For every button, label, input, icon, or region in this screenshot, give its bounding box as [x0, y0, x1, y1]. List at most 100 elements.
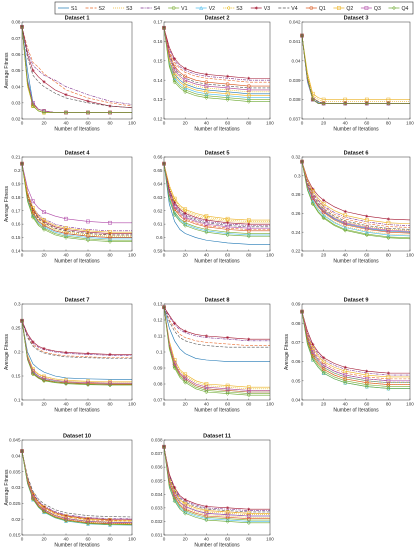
- y-tick-label: 0.18: [12, 195, 21, 200]
- x-tick-label: 0: [163, 537, 166, 542]
- x-tick-label: 0: [163, 402, 166, 407]
- x-tick-label: 60: [364, 253, 370, 258]
- data-point: [246, 516, 251, 521]
- series: [300, 309, 410, 379]
- legend-marker: [199, 5, 204, 10]
- series: [163, 163, 270, 224]
- data-point: [246, 229, 251, 233]
- series-line: [163, 163, 270, 224]
- plot-area: [164, 22, 270, 119]
- y-axis-label: Average Fitness: [284, 333, 290, 370]
- x-tick-label: 100: [128, 121, 136, 126]
- series-line: [21, 320, 132, 384]
- series-line: [21, 26, 132, 113]
- y-tick-label: 0.11: [154, 334, 163, 339]
- data-point: [42, 210, 46, 214]
- data-point: [225, 232, 230, 238]
- series: [163, 27, 270, 89]
- y-tick-label: 0.28: [292, 192, 301, 197]
- legend-item: S3: [113, 6, 133, 12]
- data-point: [365, 214, 369, 218]
- y-tick-label: 0.025: [9, 501, 21, 506]
- x-tick-label: 80: [107, 537, 113, 542]
- y-tick-label: 0.3: [294, 173, 301, 178]
- legend-item: Q4: [388, 5, 408, 12]
- y-tick-label: 0.17: [12, 208, 21, 213]
- data-point: [204, 214, 209, 218]
- data-point: [204, 89, 209, 94]
- x-tick-label: 0: [21, 121, 24, 126]
- series-line: [163, 27, 270, 79]
- data-point: [86, 519, 90, 524]
- y-tick-label: 0.03: [12, 100, 21, 105]
- series-line: [301, 161, 411, 236]
- data-point: [321, 359, 326, 364]
- x-tick-label: 60: [85, 253, 91, 258]
- data-point: [64, 514, 68, 519]
- series-line: [163, 27, 270, 98]
- plot-frame: [21, 21, 133, 120]
- data-point: [321, 370, 326, 376]
- series-line: [21, 163, 132, 240]
- y-tick-label: 0.041: [289, 39, 301, 44]
- data-point: [108, 231, 112, 236]
- series-line: [163, 307, 270, 391]
- x-tick-label: 100: [406, 121, 414, 126]
- chart-title: Dataset 1: [65, 16, 90, 22]
- x-tick-label: 60: [225, 121, 231, 126]
- series-line: [301, 311, 410, 389]
- data-point: [246, 218, 251, 222]
- y-tick-label: 0.3: [14, 302, 21, 307]
- data-point: [31, 340, 35, 344]
- data-point: [343, 209, 347, 214]
- data-point: [42, 347, 46, 351]
- series-line: [301, 161, 411, 225]
- data-point: [343, 220, 348, 225]
- data-point: [64, 381, 68, 386]
- chart-panel: Dataset 6 0.22 0.24 0.26 0.28 0.3 0.32 0 20 40 60 8…: [292, 151, 415, 265]
- x-tick-label: 20: [41, 402, 47, 407]
- data-point: [86, 521, 90, 526]
- series: [21, 26, 133, 105]
- data-point: [108, 220, 112, 225]
- series: [163, 27, 270, 83]
- data-point: [183, 89, 188, 95]
- y-tick-label: 0.035: [9, 469, 21, 474]
- y-tick-label: 0.25: [12, 326, 21, 331]
- y-axis-label: Average Fitness: [4, 52, 10, 89]
- data-point: [64, 229, 68, 235]
- legend-label: V3: [264, 6, 270, 12]
- plot-frame: [301, 21, 411, 120]
- series-line: [21, 451, 133, 525]
- data-point: [386, 220, 391, 225]
- series-line: [163, 446, 270, 522]
- data-point: [225, 515, 230, 520]
- series: [163, 307, 270, 346]
- y-tick-label: 0.15: [12, 374, 21, 379]
- data-point: [108, 230, 112, 235]
- data-point: [225, 512, 230, 517]
- series: [301, 161, 411, 226]
- series: [163, 446, 270, 518]
- data-point: [183, 380, 188, 385]
- data-point: [321, 208, 326, 213]
- data-point: [225, 386, 230, 391]
- x-tick-label: 40: [63, 121, 69, 126]
- data-point: [225, 519, 230, 524]
- legend-item: S3: [223, 5, 243, 12]
- data-point: [86, 234, 90, 239]
- x-tick-label: 60: [364, 121, 370, 126]
- panels: Dataset 1 0.02 0.03 0.04 0.05 0.06 0.07 0.08 0 20…: [4, 16, 414, 549]
- data-point: [86, 99, 90, 103]
- y-axis-label: Average Fitness: [4, 469, 10, 506]
- x-tick-label: 60: [225, 537, 231, 542]
- data-point: [246, 514, 251, 518]
- x-axis-label: Number of Iterations: [194, 408, 240, 414]
- x-tick-label: 80: [246, 537, 252, 542]
- data-point: [311, 342, 315, 346]
- data-point: [225, 227, 230, 232]
- y-tick-label: 0.04: [292, 398, 301, 403]
- x-axis-label: Number of Iterations: [194, 127, 240, 133]
- x-tick-label: 100: [128, 402, 136, 407]
